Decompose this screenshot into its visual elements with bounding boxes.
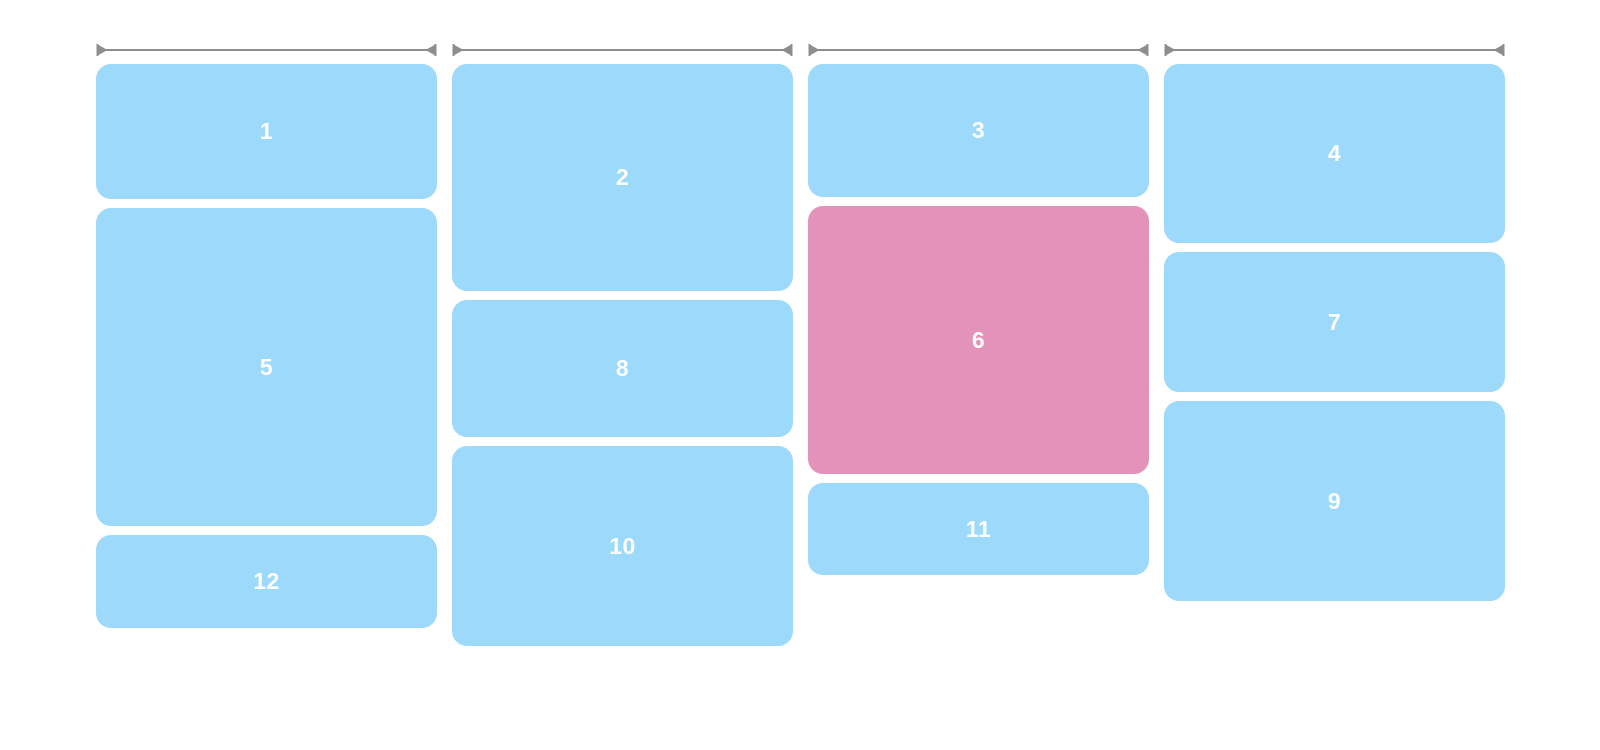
card-7[interactable]: 7 [1164,252,1505,392]
card-9[interactable]: 9 [1164,401,1505,601]
card-5[interactable]: 5 [96,208,437,526]
card-2[interactable]: 2 [452,64,793,291]
card-8[interactable]: 8 [452,300,793,437]
column-width-ruler [808,43,1149,57]
card-12[interactable]: 12 [96,535,437,628]
card-1[interactable]: 1 [96,64,437,199]
column-width-ruler [1164,43,1505,57]
card-11[interactable]: 11 [808,483,1149,575]
card-4[interactable]: 4 [1164,64,1505,243]
card-6[interactable]: 6 [808,206,1149,474]
card-10[interactable]: 10 [452,446,793,646]
column-width-ruler [96,43,437,57]
column-width-ruler [452,43,793,57]
card-3[interactable]: 3 [808,64,1149,197]
